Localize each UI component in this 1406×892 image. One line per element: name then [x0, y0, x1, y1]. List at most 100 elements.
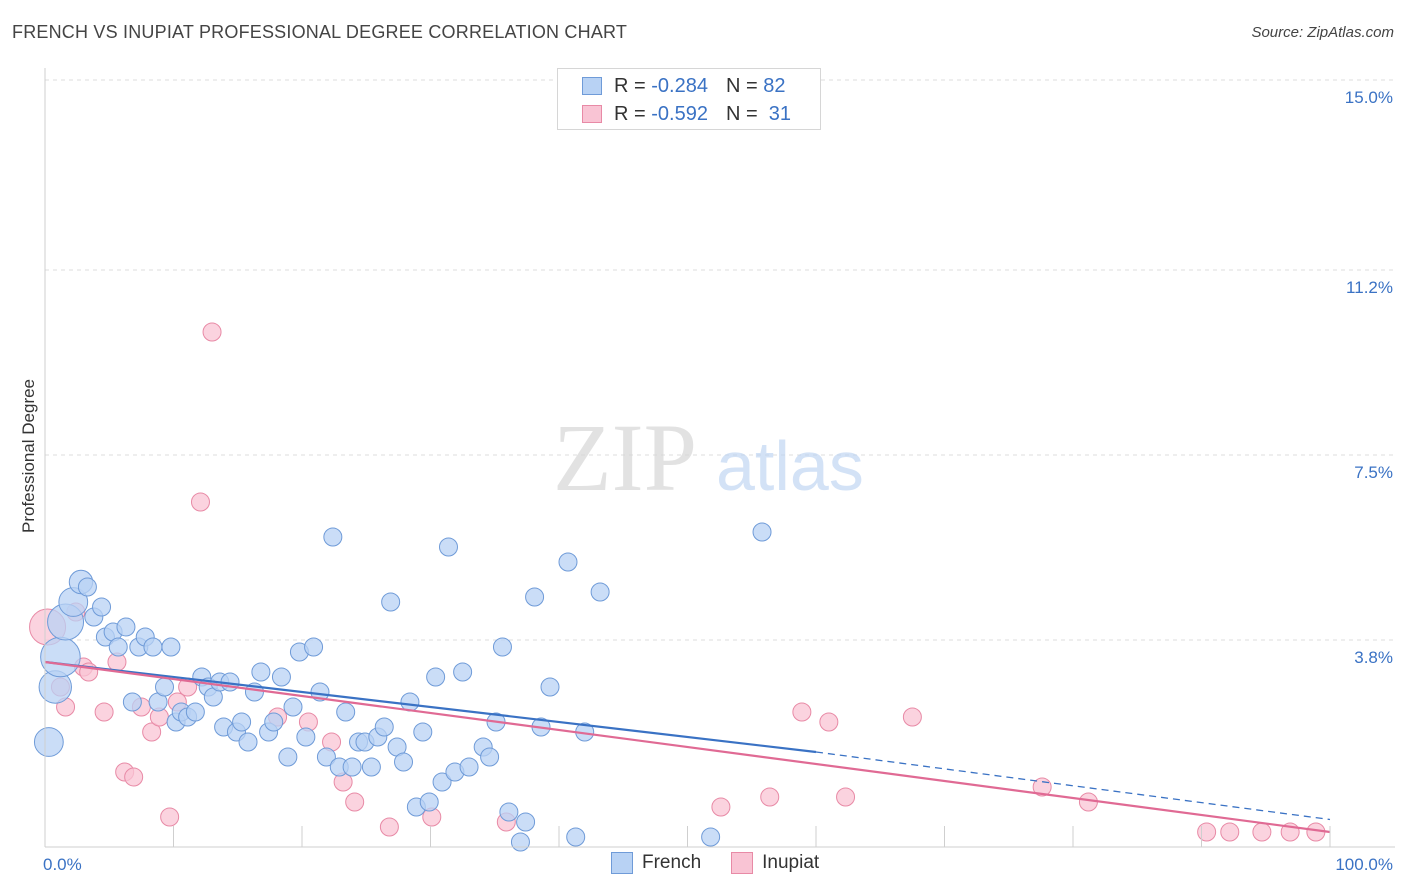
french-point [323, 527, 343, 547]
french-point [459, 757, 479, 777]
french-point [264, 712, 284, 732]
inupiat-swatch [582, 105, 602, 123]
french-point [492, 637, 512, 657]
inupiat-point [711, 797, 731, 817]
french-point [108, 637, 128, 657]
french-r-value: -0.284 [651, 74, 708, 97]
inupiat-point [1252, 822, 1272, 842]
french-point [361, 757, 381, 777]
french-point [590, 582, 610, 602]
inupiat-point [1078, 792, 1098, 812]
french-point [453, 662, 473, 682]
french-legend-swatch [611, 852, 633, 874]
french-point [296, 727, 316, 747]
watermark-atlas: atlas [716, 427, 864, 505]
french-legend-label: French [642, 852, 702, 873]
x-tick-label: 100.0% [1335, 855, 1393, 874]
french-trend-extension [815, 751, 1331, 821]
chart-title: FRENCH VS INUPIAT PROFESSIONAL DEGREE CO… [12, 22, 628, 42]
french-point [419, 792, 439, 812]
inupiat-r-label: R = [614, 102, 646, 125]
inupiat-point [160, 807, 180, 827]
french-point [752, 522, 772, 542]
inupiat-trend-line [44, 660, 1331, 834]
french-point [122, 692, 142, 712]
series-legend: French Inupiat [611, 852, 819, 874]
french-point [480, 747, 500, 767]
inupiat-n-label: N = [725, 102, 758, 125]
french-point [316, 747, 336, 767]
french-point [161, 637, 181, 657]
french-point [374, 717, 394, 737]
inupiat-r-value: -0.592 [651, 102, 708, 125]
french-point [342, 757, 362, 777]
french-point [40, 636, 81, 678]
french-n-label: N = [725, 74, 758, 97]
legend-row-inupiat: R = -0.592 N = 31 [582, 102, 791, 126]
french-point [155, 677, 175, 697]
french-point [413, 722, 433, 742]
french-point [525, 587, 545, 607]
y-tick-label: 11.2% [1346, 278, 1393, 297]
french-point [701, 827, 721, 847]
inupiat-point [94, 702, 114, 722]
french-point [510, 832, 530, 852]
french-point [499, 802, 519, 822]
french-point [143, 637, 163, 657]
inupiat-point [760, 787, 780, 807]
french-point [232, 712, 252, 732]
inupiat-point [379, 817, 399, 837]
french-point [77, 577, 97, 597]
trend-lines [44, 660, 1331, 834]
watermark-zip: ZIP [553, 404, 697, 511]
x-tick-label: 0.0% [43, 855, 82, 874]
french-point [185, 702, 205, 722]
french-point [271, 667, 291, 687]
stats-legend: R = -0.284 N = 82 R = -0.592 N = 31 [557, 68, 821, 130]
french-point [432, 772, 452, 792]
chart-source: Source: ZipAtlas.com [1251, 24, 1394, 41]
inupiat-point [819, 712, 839, 732]
french-point [238, 732, 258, 752]
inupiat-legend-label: Inupiat [762, 852, 820, 873]
french-point [33, 727, 64, 757]
french-point [92, 597, 112, 617]
french-r-label: R = [614, 74, 646, 97]
french-point [566, 827, 586, 847]
y-axis-label: Professional Degree [19, 379, 38, 533]
french-point [251, 662, 271, 682]
inupiat-point [124, 767, 144, 787]
french-swatch [582, 77, 602, 95]
inupiat-point [142, 722, 162, 742]
inupiat-n-value: 31 [768, 102, 792, 125]
french-point [283, 697, 303, 717]
inupiat-point [792, 702, 812, 722]
axis-layer: 3.8% 7.5% 11.2% 15.0% 0.0% 100.0% [43, 68, 1395, 874]
inupiat-legend-swatch [731, 852, 754, 874]
french-point [336, 702, 356, 722]
inupiat-point [836, 787, 856, 807]
inupiat-point [190, 492, 210, 512]
french-point [278, 747, 298, 767]
inupiat-point [902, 707, 922, 727]
inupiat-point [1197, 822, 1217, 842]
french-n-value: 82 [763, 74, 786, 97]
french-points [33, 522, 772, 852]
inupiat-points [29, 322, 1326, 842]
french-point [304, 637, 324, 657]
french-point [381, 592, 401, 612]
french-trend-line [44, 660, 817, 754]
french-point [394, 752, 414, 772]
french-point [400, 692, 420, 712]
french-point [426, 667, 446, 687]
french-point [516, 812, 536, 832]
y-tick-label: 7.5% [1354, 463, 1393, 482]
inupiat-point [1220, 822, 1240, 842]
french-point [540, 677, 560, 697]
inupiat-point [345, 792, 365, 812]
legend-row-french: R = -0.284 N = 82 [582, 74, 785, 98]
inupiat-point [202, 322, 222, 342]
french-point [438, 537, 458, 557]
y-tick-label: 15.0% [1345, 88, 1393, 107]
